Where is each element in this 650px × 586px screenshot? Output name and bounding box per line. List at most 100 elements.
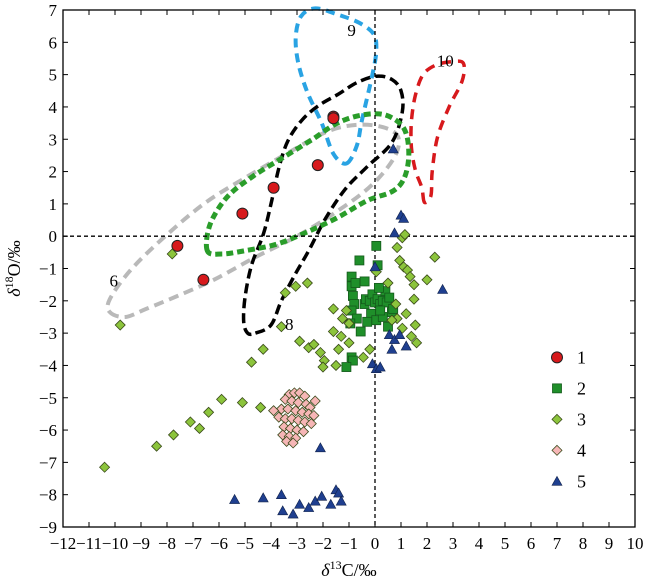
data-point-series-3 xyxy=(275,321,287,333)
data-point-series-2 xyxy=(347,355,358,366)
data-point-series-5 xyxy=(316,490,328,501)
x-tick-label: −1 xyxy=(340,534,358,553)
data-point-series-5 xyxy=(383,329,395,340)
x-tick-label: 3 xyxy=(449,534,458,553)
data-point-series-5 xyxy=(388,227,401,238)
data-point-series-2 xyxy=(341,362,352,372)
x-tick-label: −9 xyxy=(132,534,150,553)
data-point-series-4 xyxy=(282,403,294,415)
data-point-series-2 xyxy=(371,240,382,251)
x-tick-label: 4 xyxy=(475,534,484,553)
data-point-series-2 xyxy=(350,278,361,288)
y-tick-label: −5 xyxy=(39,389,57,408)
region-label-9: 9 xyxy=(347,21,356,40)
data-point-series-5 xyxy=(369,261,381,272)
data-point-series-2 xyxy=(355,326,366,337)
data-point-series-4 xyxy=(305,418,317,430)
data-point-series-5 xyxy=(275,489,287,499)
data-point-series-3 xyxy=(167,429,180,441)
data-point-series-3 xyxy=(193,422,206,435)
data-point-series-5 xyxy=(325,498,337,509)
data-point-series-3 xyxy=(391,241,403,254)
data-point-series-3 xyxy=(166,248,178,260)
data-point-series-3 xyxy=(216,393,228,405)
y-tick-label: 4 xyxy=(49,98,58,117)
x-tick-label: 5 xyxy=(501,534,510,553)
y-tick-label: 1 xyxy=(49,195,58,214)
region-labels: 6 8 9 10 xyxy=(109,21,453,334)
data-point-series-3 xyxy=(317,361,329,373)
data-point-series-2 xyxy=(375,305,386,316)
data-point-series-3 xyxy=(330,359,342,372)
y-tick-label: −8 xyxy=(39,486,57,505)
data-point-series-2 xyxy=(383,321,393,332)
data-point-series-3 xyxy=(203,406,215,418)
data-point-series-5 xyxy=(277,505,289,516)
axis-titles: δ13C/‰ δ18O/‰ xyxy=(2,240,377,580)
legend-label-2: 2 xyxy=(577,378,586,398)
x-axis-title: δ13C/‰ xyxy=(321,558,376,580)
data-point-series-5 xyxy=(314,442,326,453)
points-layer xyxy=(99,110,449,519)
data-point-series-5 xyxy=(394,329,406,340)
x-tick-label: −11 xyxy=(76,534,102,553)
x-tick-label: −4 xyxy=(262,534,281,553)
data-point-series-2 xyxy=(362,316,373,327)
region-label-8: 8 xyxy=(285,315,294,334)
data-point-series-4 xyxy=(287,437,299,449)
region-outline-10 xyxy=(409,59,467,205)
legend-label-4: 4 xyxy=(577,440,586,460)
data-point-series-3 xyxy=(408,293,420,305)
data-point-series-4 xyxy=(292,397,304,409)
data-point-series-3 xyxy=(335,330,347,342)
data-point-series-2 xyxy=(384,292,395,303)
legend-marker-1 xyxy=(551,351,563,364)
data-point-series-3 xyxy=(364,343,376,355)
data-point-series-3 xyxy=(343,317,355,329)
data-point-series-3 xyxy=(411,337,423,349)
data-point-series-5 xyxy=(333,487,345,498)
y-tick-label: −4 xyxy=(39,356,58,375)
region-outline-8 xyxy=(241,74,405,337)
data-point-series-3 xyxy=(357,351,369,363)
data-point-series-5 xyxy=(374,361,386,372)
data-point-series-4 xyxy=(297,426,310,438)
data-point-series-3 xyxy=(327,325,339,338)
y-tick-label: 2 xyxy=(49,163,58,182)
x-tick-label: 7 xyxy=(553,534,562,553)
data-point-series-3 xyxy=(340,304,352,317)
x-tick-label: −3 xyxy=(288,534,306,553)
data-point-series-2 xyxy=(347,291,358,301)
series-5 xyxy=(229,143,449,519)
data-point-series-1 xyxy=(171,239,184,252)
data-point-series-3 xyxy=(408,279,420,291)
legend-label-5: 5 xyxy=(577,471,586,491)
data-point-series-3 xyxy=(399,229,411,241)
data-point-series-3 xyxy=(429,251,441,263)
x-tick-label: 0 xyxy=(371,534,380,553)
data-point-series-3 xyxy=(382,277,394,289)
data-point-series-3 xyxy=(257,343,269,355)
data-point-series-3 xyxy=(336,313,349,325)
data-point-series-2 xyxy=(359,276,370,287)
data-point-series-5 xyxy=(386,343,398,354)
y-tick-label: −2 xyxy=(39,292,57,311)
y-tick-label: −7 xyxy=(39,453,58,472)
y-tick-label: 0 xyxy=(49,227,58,246)
data-point-series-3 xyxy=(308,338,320,351)
y-tick-label: −1 xyxy=(39,260,57,279)
axes-frame xyxy=(62,9,636,528)
legend-marker-5 xyxy=(551,475,563,486)
data-point-series-4 xyxy=(309,395,321,407)
data-point-series-3 xyxy=(421,274,433,286)
x-tick-label: 10 xyxy=(627,534,644,553)
data-point-series-4 xyxy=(308,409,320,422)
data-point-series-4 xyxy=(268,405,280,417)
data-point-series-5 xyxy=(400,340,412,351)
region-outline-6 xyxy=(105,122,402,320)
reference-lines xyxy=(63,10,635,527)
data-point-series-1 xyxy=(236,207,249,220)
data-point-series-3 xyxy=(290,280,302,292)
region-outline-green xyxy=(203,111,412,257)
